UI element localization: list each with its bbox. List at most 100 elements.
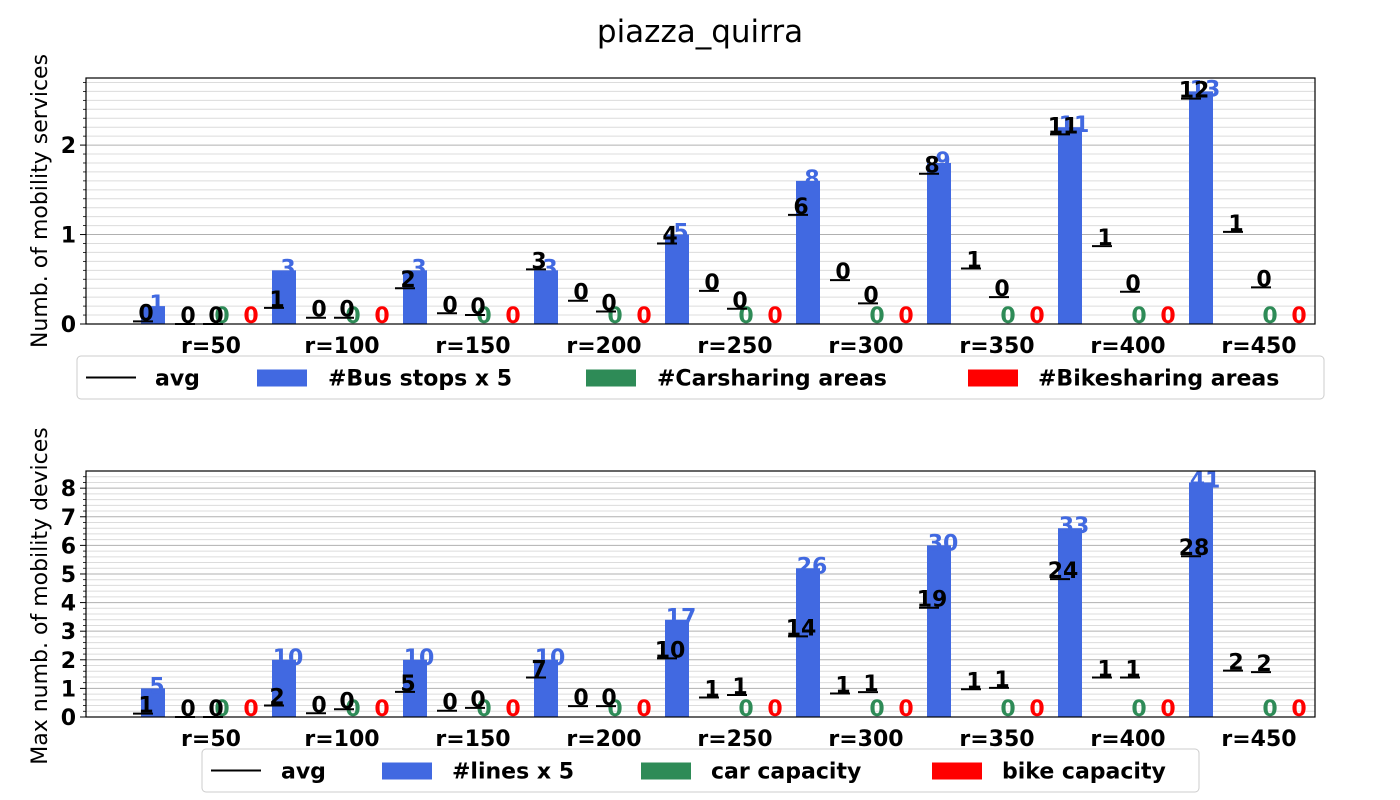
- x-tick-label: r=250: [697, 727, 772, 752]
- x-tick-label: r=50: [181, 727, 241, 752]
- avg-value-label: 1: [966, 249, 981, 274]
- legend-label: bike capacity: [1002, 760, 1166, 785]
- avg-value-label: 0: [732, 289, 747, 314]
- bar-bus: [141, 306, 165, 324]
- plot-frame: [85, 470, 1316, 718]
- avg-value-label: 0: [704, 271, 719, 296]
- legend-swatch: [932, 762, 982, 780]
- avg-value-label: 1: [1097, 226, 1112, 251]
- x-tick-label: r=250: [697, 334, 772, 359]
- x-tick-label: r=350: [959, 334, 1034, 359]
- x-tick-label: r=200: [566, 727, 641, 752]
- bike-value-label: 0: [898, 697, 913, 722]
- car-value-label: 0: [869, 304, 884, 329]
- bar-bus: [534, 270, 558, 324]
- bike-value-label: 0: [636, 304, 651, 329]
- x-tick-label: r=100: [304, 727, 379, 752]
- bike-value-label: 0: [243, 697, 258, 722]
- y-tick-label: 5: [61, 563, 76, 588]
- x-tick-label: r=50: [181, 334, 241, 359]
- x-tick-label: r=200: [566, 334, 641, 359]
- bus-value-label: 3: [411, 256, 426, 281]
- bike-value-label: 0: [1029, 304, 1044, 329]
- bike-value-label: 0: [1291, 304, 1306, 329]
- bus-value-label: 30: [928, 531, 959, 556]
- avg-value-label: 0: [311, 298, 326, 323]
- legend-label: avg: [281, 760, 326, 785]
- bar-bus: [796, 568, 820, 717]
- bike-value-label: 0: [1291, 697, 1306, 722]
- avg-value-label: 1: [1228, 212, 1243, 237]
- y-tick-label: 1: [61, 224, 76, 249]
- avg-value-label: 1: [704, 678, 719, 703]
- x-tick-label: r=400: [1090, 727, 1165, 752]
- avg-value-label: 2: [269, 686, 284, 711]
- bus-value-label: 5: [673, 221, 688, 246]
- avg-value-label: 0: [442, 293, 457, 318]
- avg-value-label: 0: [573, 281, 588, 306]
- y-tick-label: 3: [61, 620, 76, 645]
- legend-label: #Bikesharing areas: [1038, 367, 1279, 392]
- bar-bus: [141, 688, 165, 717]
- x-tick-label: r=350: [959, 727, 1034, 752]
- y-tick-label: 6: [61, 534, 76, 559]
- avg-value-label: 11: [1048, 114, 1079, 139]
- bus-value-label: 17: [666, 606, 697, 631]
- avg-value-label: 2: [1256, 652, 1271, 677]
- bus-value-label: 10: [273, 646, 304, 671]
- legend-swatch: [586, 369, 636, 387]
- car-value-label: 0: [1262, 697, 1277, 722]
- plot-frame: [85, 77, 1316, 325]
- bike-value-label: 0: [1029, 697, 1044, 722]
- car-value-label: 0: [345, 304, 360, 329]
- avg-value-label: 2: [1228, 651, 1243, 676]
- car-value-label: 0: [214, 697, 229, 722]
- avg-value-label: 0: [573, 686, 588, 711]
- car-value-label: 0: [869, 697, 884, 722]
- bar-bus: [1058, 127, 1082, 324]
- car-value-label: 0: [607, 304, 622, 329]
- y-tick-label: 1: [61, 677, 76, 702]
- avg-value-label: 0: [994, 277, 1009, 302]
- bike-value-label: 0: [767, 697, 782, 722]
- avg-value-label: 28: [1179, 536, 1210, 561]
- avg-value-label: 1: [138, 694, 153, 719]
- avg-value-label: 0: [180, 304, 195, 329]
- avg-value-label: 1: [966, 669, 981, 694]
- bike-value-label: 0: [374, 697, 389, 722]
- avg-value-label: 0: [1125, 272, 1140, 297]
- x-tick-label: r=150: [435, 727, 510, 752]
- bus-value-label: 1: [149, 292, 164, 317]
- avg-value-label: 1: [732, 675, 747, 700]
- bar-bus: [272, 270, 296, 324]
- figure-title: piazza_quirra: [597, 14, 803, 50]
- avg-value-label: 0: [138, 301, 153, 326]
- legend-swatch: [641, 762, 691, 780]
- avg-value-label: 5: [400, 672, 415, 697]
- bike-value-label: 0: [505, 697, 520, 722]
- bike-value-label: 0: [1160, 697, 1175, 722]
- avg-value-label: 0: [863, 283, 878, 308]
- y-tick-label: 2: [61, 649, 76, 674]
- avg-value-label: 14: [786, 616, 817, 641]
- bike-value-label: 0: [636, 697, 651, 722]
- avg-value-label: 12: [1179, 79, 1210, 104]
- x-tick-label: r=400: [1090, 334, 1165, 359]
- x-tick-label: r=100: [304, 334, 379, 359]
- y-tick-label: 0: [61, 313, 76, 338]
- avg-value-label: 4: [662, 223, 677, 248]
- avg-value-label: 0: [180, 697, 195, 722]
- y-tick-label: 2: [61, 134, 76, 159]
- x-tick-label: r=450: [1221, 334, 1296, 359]
- bus-value-label: 10: [404, 646, 435, 671]
- car-value-label: 0: [214, 304, 229, 329]
- avg-value-label: 19: [917, 588, 948, 613]
- avg-value-label: 1: [1125, 658, 1140, 683]
- bus-value-label: 8: [804, 167, 819, 192]
- y-tick-label: 4: [61, 592, 76, 617]
- avg-value-label: 1: [863, 672, 878, 697]
- car-value-label: 0: [1131, 697, 1146, 722]
- avg-value-label: 0: [208, 697, 223, 722]
- bus-value-label: 9: [935, 149, 950, 174]
